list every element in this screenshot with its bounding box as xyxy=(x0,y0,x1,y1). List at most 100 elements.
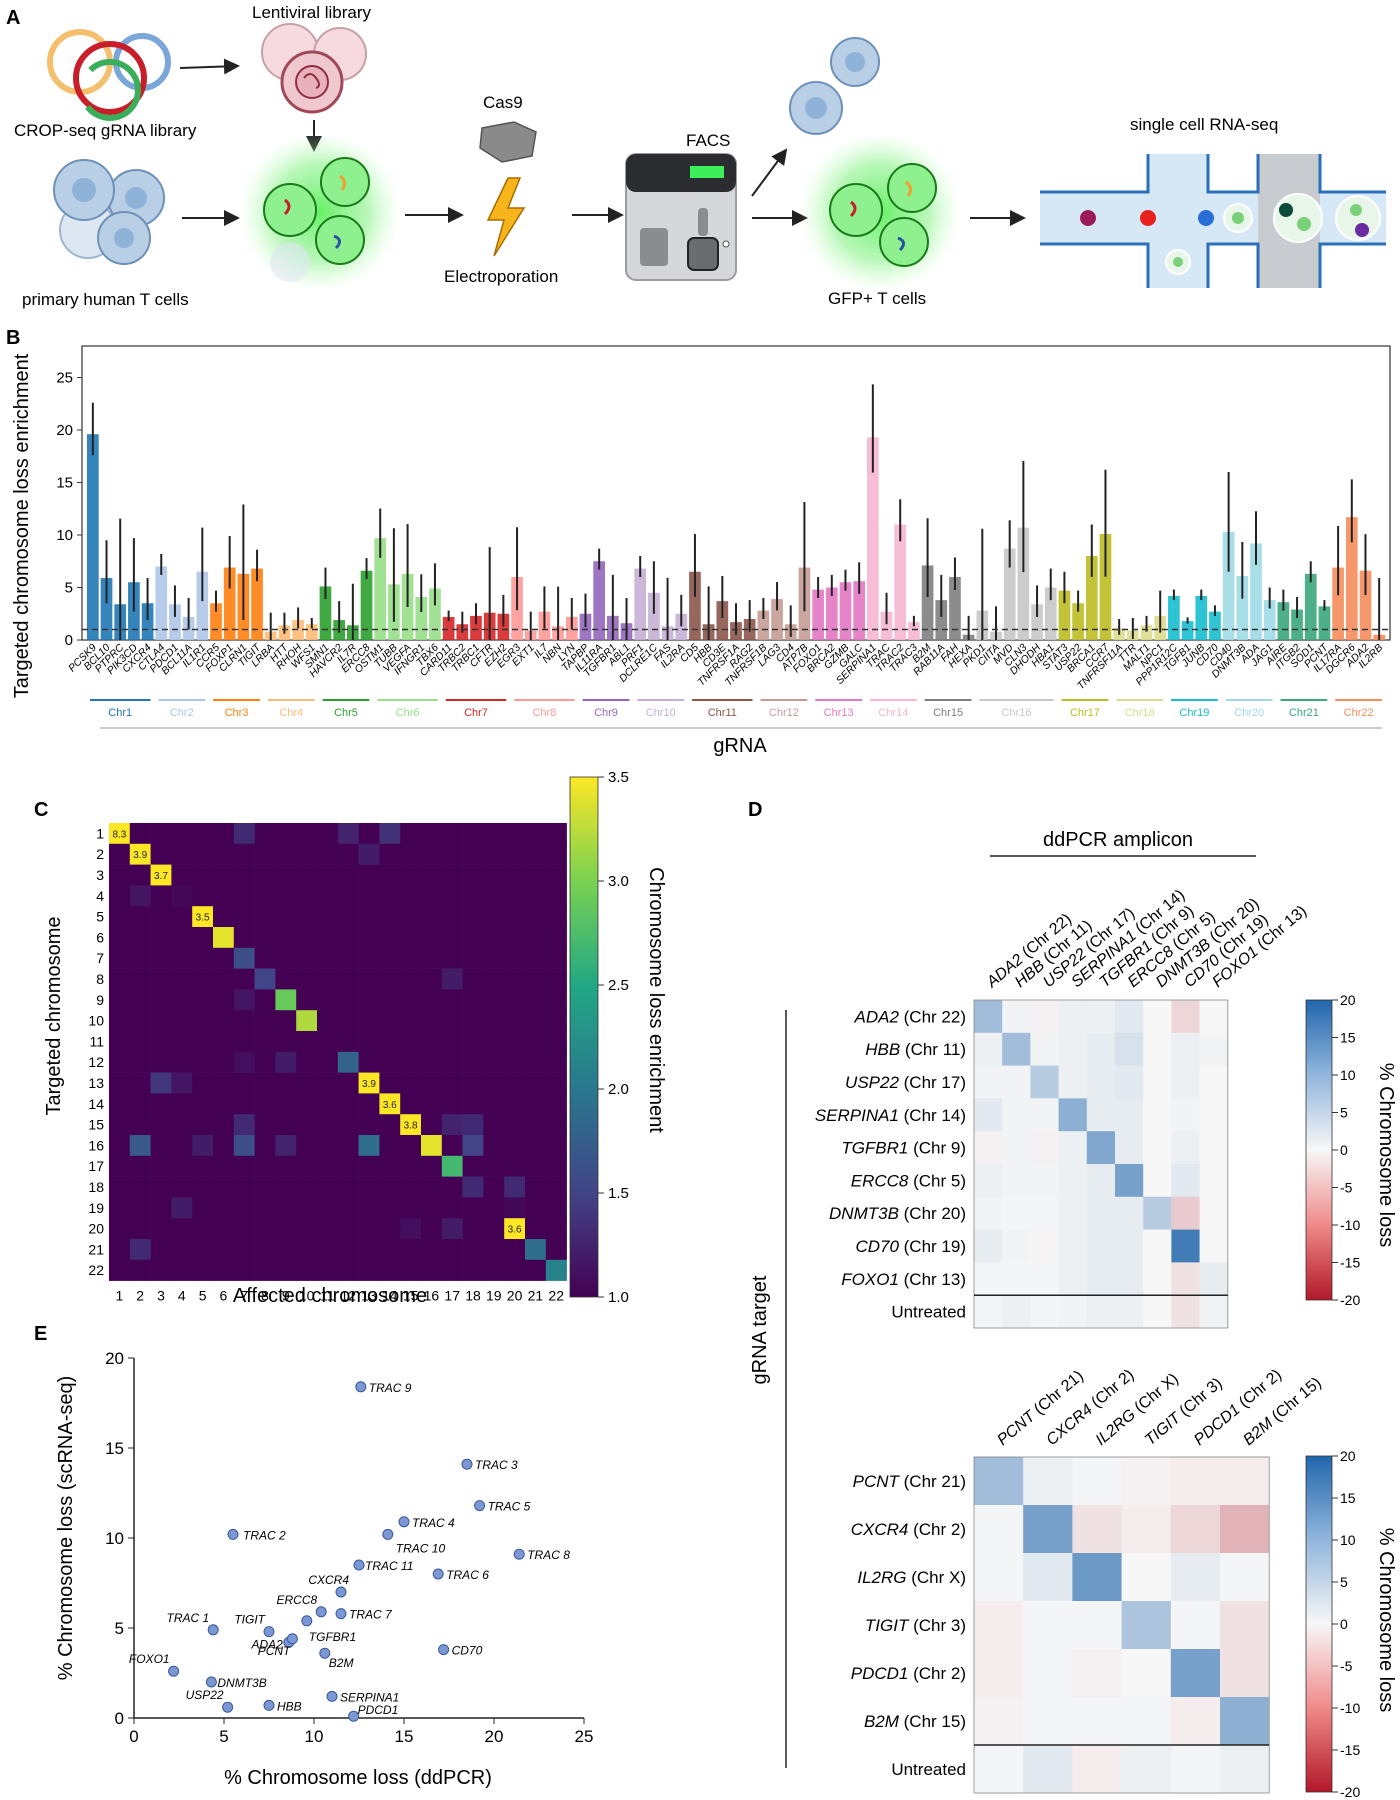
bar-GALC xyxy=(853,581,865,640)
heat-cell xyxy=(317,1072,339,1094)
heat-cell xyxy=(545,906,567,928)
chr-label: Chr14 xyxy=(878,707,908,719)
heat-cell xyxy=(400,1239,422,1261)
cell-annotation: 3.6 xyxy=(508,1225,522,1236)
bar-ADA xyxy=(1250,543,1262,640)
col-label: PCNT (Chr 21) xyxy=(994,1367,1087,1449)
row-label: ERCC8 (Chr 5) xyxy=(851,1171,966,1190)
heat-cell xyxy=(233,1114,255,1136)
heat-cell xyxy=(462,906,484,928)
heat-cell xyxy=(421,1259,443,1281)
heat-cell xyxy=(1023,1457,1073,1506)
heat-cell xyxy=(358,1051,380,1073)
heat-cell xyxy=(1030,1295,1059,1329)
heat-cell xyxy=(483,1135,505,1157)
heat-cell xyxy=(1115,1032,1144,1066)
heat-cell xyxy=(974,1229,1003,1263)
heat-cell xyxy=(150,906,172,928)
heat-cell xyxy=(213,1135,235,1157)
chr-label: Chr11 xyxy=(708,707,737,719)
row-label: DNMT3B (Chr 20) xyxy=(829,1204,966,1223)
heat-cell xyxy=(275,1093,297,1115)
heat-cell xyxy=(1115,1262,1144,1296)
heat-cell xyxy=(483,885,505,907)
bar-SOD1 xyxy=(1304,573,1317,640)
heat-cell xyxy=(1002,1262,1031,1296)
heat-cell xyxy=(296,1259,318,1281)
heat-cell xyxy=(296,823,318,845)
heat-cell xyxy=(441,1176,463,1198)
heat-cell xyxy=(296,885,318,907)
heat-cell xyxy=(441,927,463,949)
heat-cell xyxy=(421,1031,443,1053)
heat-cell xyxy=(1030,1098,1059,1132)
heat-cell xyxy=(275,1051,297,1073)
heat-cell xyxy=(296,1176,318,1198)
heat-cell xyxy=(379,885,401,907)
bar-IL1R1 xyxy=(196,571,209,640)
panel-b-xlabel: gRNA xyxy=(713,735,767,757)
heat-cell xyxy=(462,927,484,949)
col-label: 3 xyxy=(157,1288,165,1304)
heat-cell xyxy=(254,906,276,928)
heat-cell xyxy=(545,927,567,949)
heat-cell xyxy=(317,947,339,969)
heat-cell xyxy=(129,1197,151,1219)
panel-d: D ddPCR amplicon gRNA target % Chromosom… xyxy=(748,799,1397,1800)
heat-cell xyxy=(504,1218,526,1240)
heat-cell xyxy=(233,1135,255,1157)
cbar-tick-label: -20 xyxy=(1340,1784,1360,1800)
heat-cell xyxy=(317,1135,339,1157)
heat-cell xyxy=(483,1093,505,1115)
unsorted-cells-icon xyxy=(789,37,880,135)
heat-cell xyxy=(400,1072,422,1094)
heat-cell xyxy=(358,989,380,1011)
heat-cell xyxy=(421,1218,443,1240)
row-label: CD70 (Chr 19) xyxy=(855,1237,966,1256)
heat-cell xyxy=(1058,1032,1088,1066)
heat-cell xyxy=(254,1093,276,1115)
heat-cell xyxy=(1220,1601,1270,1650)
heat-cell xyxy=(1072,1697,1122,1746)
heat-cell xyxy=(400,823,422,845)
heat-cell xyxy=(379,864,401,886)
bar-DGCR6 xyxy=(1345,517,1358,640)
heat-cell xyxy=(1199,1295,1229,1329)
heat-cell xyxy=(1002,1065,1031,1099)
row-label: PCNT (Chr 21) xyxy=(853,1472,966,1491)
heat-cell xyxy=(317,906,339,928)
heat-cell xyxy=(358,1072,380,1094)
bar-PDCD1 xyxy=(169,604,181,640)
heat-cell xyxy=(379,947,401,969)
bar-ITGB2 xyxy=(1291,609,1303,640)
heat-cell xyxy=(337,989,359,1011)
bar-MVD xyxy=(1003,548,1016,640)
heat-cell xyxy=(213,1218,235,1240)
heat-cell xyxy=(337,927,359,949)
heat-cell xyxy=(1170,1649,1221,1698)
heat-cell xyxy=(1002,1098,1031,1132)
heat-cell xyxy=(358,1135,380,1157)
heat-cell xyxy=(109,906,131,928)
heat-cell xyxy=(441,864,463,886)
cas9-icon xyxy=(479,121,537,163)
point-label: TRAC 9 xyxy=(369,1381,412,1395)
arrow xyxy=(751,148,788,197)
bar-LAG3 xyxy=(771,599,783,640)
heat-cell xyxy=(317,927,339,949)
heat-cell xyxy=(233,906,255,928)
heat-cell xyxy=(296,927,318,949)
cell-annotation: 3.9 xyxy=(133,850,147,861)
heat-cell xyxy=(545,1259,567,1281)
heat-cell xyxy=(337,1259,359,1281)
heat-cell xyxy=(462,1239,484,1261)
heat-cell xyxy=(504,989,526,1011)
heat-cell xyxy=(1086,1131,1116,1165)
heat-cell xyxy=(400,947,422,969)
microfluidic-chip-icon xyxy=(1040,154,1386,288)
heat-cell xyxy=(400,1259,422,1281)
heat-cell xyxy=(213,906,235,928)
x-tick-label: 15 xyxy=(395,1727,414,1746)
heat-cell xyxy=(1072,1649,1122,1698)
heat-cell xyxy=(129,1031,151,1053)
